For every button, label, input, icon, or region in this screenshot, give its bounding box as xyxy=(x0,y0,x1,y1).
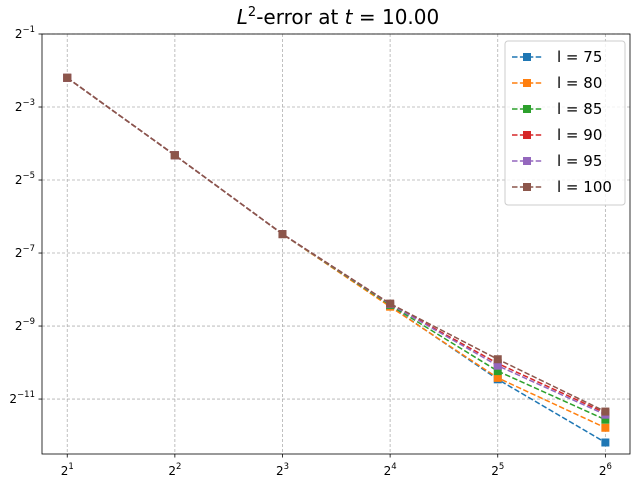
data-point xyxy=(601,423,610,432)
y-tick-exp: −7 xyxy=(22,244,35,254)
legend-entry: l = 95 xyxy=(512,152,602,170)
y-tick-label: 2−11 xyxy=(9,390,35,406)
y-tick-exp: −5 xyxy=(22,171,35,181)
x-tick-exp: 5 xyxy=(499,462,504,472)
y-tick-base: 2 xyxy=(15,319,23,333)
y-tick-exp: −11 xyxy=(17,390,35,400)
y-tick-label: 2−7 xyxy=(15,244,35,260)
legend-entry: l = 85 xyxy=(512,100,602,118)
legend-label: l = 80 xyxy=(557,74,602,92)
data-point xyxy=(493,355,502,364)
x-tick-label: 24 xyxy=(384,462,397,478)
y-tick-base: 2 xyxy=(15,173,23,187)
series-6 xyxy=(63,73,610,416)
data-point xyxy=(170,151,179,160)
data-point xyxy=(386,299,395,308)
data-point xyxy=(278,230,287,239)
data-point xyxy=(601,415,610,424)
legend-marker xyxy=(523,53,531,61)
y-tick-exp: −9 xyxy=(22,317,35,327)
series-lines xyxy=(63,73,610,447)
data-point xyxy=(493,367,502,376)
chart-title-suffix: = 10.00 xyxy=(353,5,440,29)
chart-title-prefix: L xyxy=(237,5,248,29)
y-tick-base: 2 xyxy=(15,27,23,41)
data-point xyxy=(63,73,72,82)
x-tick-base: 2 xyxy=(276,464,284,478)
legend-marker xyxy=(523,183,531,191)
x-tick-base: 2 xyxy=(491,464,499,478)
legend-entry: l = 75 xyxy=(512,48,602,66)
y-tick-exp: −1 xyxy=(22,25,35,35)
x-tick-exp: 4 xyxy=(391,462,396,472)
data-point xyxy=(493,361,502,370)
chart-title-var: t xyxy=(345,5,354,29)
plot-frame xyxy=(41,33,631,455)
legend-entry: l = 80 xyxy=(512,74,602,92)
legend-marker xyxy=(523,157,531,165)
data-point xyxy=(493,373,502,382)
legend-label: l = 85 xyxy=(557,100,602,118)
chart-title-sup: 2 xyxy=(248,5,256,20)
x-tick-exp: 6 xyxy=(606,462,611,472)
x-tick-label: 22 xyxy=(168,462,181,478)
legend-marker xyxy=(523,131,531,139)
x-axis: 21 22 23 24 25 26 xyxy=(61,454,612,478)
series-line xyxy=(66,77,606,444)
chart-title: L2-error at t = 10.00 xyxy=(237,5,439,29)
legend-frame xyxy=(504,40,626,206)
x-tick-base: 2 xyxy=(168,464,176,478)
chart-title-middle: -error at xyxy=(256,5,344,29)
x-tick-label: 25 xyxy=(491,462,504,478)
x-tick-label: 23 xyxy=(276,462,289,478)
y-tick-label: 2−9 xyxy=(15,317,35,333)
legend: l = 75 l = 80 l = 85 l = 90 l = 95 l = 100 xyxy=(504,40,626,206)
y-tick-exp: −3 xyxy=(22,98,35,108)
y-tick-base: 2 xyxy=(9,392,17,406)
legend-label: l = 75 xyxy=(557,48,602,66)
x-tick-exp: 2 xyxy=(176,462,181,472)
legend-label: l = 90 xyxy=(557,126,602,144)
legend-entry: l = 90 xyxy=(512,126,602,144)
y-tick-base: 2 xyxy=(15,246,23,260)
x-tick-label: 21 xyxy=(61,462,74,478)
y-tick-label: 2−5 xyxy=(15,171,35,187)
y-tick-label: 2−1 xyxy=(15,25,35,41)
legend-label: l = 95 xyxy=(557,152,602,170)
series-line xyxy=(66,77,606,421)
legend-label: l = 100 xyxy=(557,178,612,196)
legend-entry: l = 100 xyxy=(512,178,612,196)
x-tick-base: 2 xyxy=(61,464,69,478)
x-tick-base: 2 xyxy=(384,464,392,478)
data-point xyxy=(601,407,610,416)
y-tick-base: 2 xyxy=(15,100,23,114)
x-tick-exp: 1 xyxy=(68,462,73,472)
x-tick-label: 26 xyxy=(599,462,612,478)
legend-marker xyxy=(523,105,531,113)
series-line xyxy=(66,77,606,416)
legend-marker xyxy=(523,79,531,87)
x-tick-exp: 3 xyxy=(284,462,289,472)
y-tick-label: 2−3 xyxy=(15,98,35,114)
data-point xyxy=(601,438,610,447)
y-axis: 2−12−32−52−72−92−11 xyxy=(9,25,42,406)
x-tick-base: 2 xyxy=(599,464,607,478)
